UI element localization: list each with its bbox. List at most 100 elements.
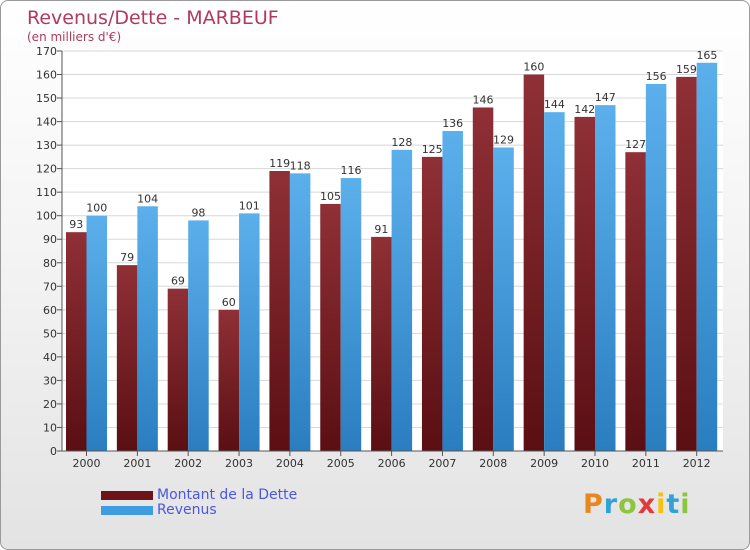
bar-dette-2000 (66, 232, 87, 451)
y-tick-label: 60 (43, 304, 57, 317)
y-tick-label: 50 (43, 327, 57, 340)
legend-swatch-dette (101, 490, 153, 500)
bar-dette-2005 (320, 203, 341, 451)
y-tick-label: 120 (36, 163, 57, 176)
x-tick-label: 2007 (428, 457, 456, 470)
bar-revenus-2010 (595, 105, 616, 451)
y-tick-label: 0 (50, 445, 57, 458)
x-tick-label: 2011 (632, 457, 660, 470)
data-label: 93 (69, 218, 83, 231)
data-label: 104 (137, 192, 158, 205)
bar-revenus-2004 (289, 173, 311, 451)
bar-dette-2012 (676, 76, 697, 451)
y-tick-label: 160 (36, 69, 57, 82)
proxiti-logo: Proxiti (583, 489, 691, 520)
legend-swatch-revenus (101, 505, 153, 515)
y-tick-label: 20 (43, 398, 57, 411)
y-tick-label: 110 (36, 186, 57, 199)
bar-dette-2008 (472, 107, 494, 452)
y-tick-label: 90 (43, 233, 57, 246)
data-label: 165 (696, 49, 717, 62)
data-label: 129 (493, 133, 514, 146)
data-label: 118 (290, 159, 311, 172)
data-label: 127 (625, 138, 646, 151)
data-label: 98 (191, 206, 205, 219)
data-label: 146 (473, 93, 494, 106)
x-tick-label: 2004 (276, 457, 304, 470)
data-label: 69 (171, 275, 185, 288)
y-tick-label: 170 (36, 45, 57, 58)
logo-letter: t (666, 489, 681, 520)
bar-revenus-2003 (239, 213, 260, 451)
logo-letter: P (583, 489, 604, 520)
x-tick-label: 2009 (530, 457, 558, 470)
legend-item-revenus: Revenus (101, 502, 217, 518)
x-tick-label: 2006 (378, 457, 406, 470)
bar-revenus-2009 (544, 112, 565, 452)
bar-dette-2004 (269, 171, 290, 451)
data-label: 105 (320, 190, 341, 203)
bar-dette-2006 (371, 236, 392, 451)
x-tick-label: 2012 (683, 457, 711, 470)
bar-revenus-2011 (645, 83, 667, 452)
x-tick-label: 2001 (123, 457, 151, 470)
chart-title: Revenus/Dette - MARBEUF (27, 7, 279, 29)
data-label: 116 (341, 164, 362, 177)
bar-dette-2003 (218, 309, 240, 451)
y-tick-label: 150 (36, 92, 57, 105)
x-tick-label: 2008 (479, 457, 507, 470)
bar-revenus-2001 (137, 206, 158, 451)
data-label: 60 (222, 296, 236, 309)
data-label: 119 (269, 157, 290, 170)
bar-revenus-2000 (86, 215, 107, 451)
x-tick-label: 2010 (581, 457, 609, 470)
bar-revenus-2008 (493, 147, 514, 451)
data-label: 125 (422, 143, 443, 156)
bar-revenus-2007 (442, 131, 463, 451)
bar-dette-2011 (625, 152, 646, 452)
data-label: 128 (391, 136, 412, 149)
bar-revenus-2005 (340, 178, 362, 451)
bar-revenus-2012 (696, 62, 718, 451)
bar-dette-2010 (574, 116, 595, 451)
y-tick-label: 70 (43, 280, 57, 293)
data-label: 101 (239, 199, 260, 212)
logo-letter: o (618, 489, 638, 520)
legend-item-dette: Montant de la Dette (101, 487, 297, 503)
logo-letter: i (680, 489, 691, 520)
legend-label-dette: Montant de la Dette (157, 487, 298, 503)
bar-dette-2001 (116, 265, 138, 451)
data-label: 91 (374, 223, 388, 236)
data-label: 142 (574, 103, 595, 116)
y-tick-label: 40 (43, 351, 57, 364)
bar-dette-2009 (523, 74, 545, 451)
logo-letter: i (656, 489, 667, 520)
data-label: 79 (120, 251, 134, 264)
data-label: 160 (523, 61, 544, 74)
legend-label-revenus: Revenus (157, 502, 217, 518)
y-tick-label: 80 (43, 257, 57, 270)
y-tick-label: 140 (36, 116, 57, 129)
data-label: 144 (544, 98, 565, 111)
x-tick-label: 2005 (327, 457, 355, 470)
bar-revenus-2002 (188, 220, 209, 451)
bar-dette-2007 (421, 156, 443, 451)
x-tick-label: 2002 (174, 457, 202, 470)
bar-dette-2002 (167, 288, 189, 451)
x-tick-label: 2003 (225, 457, 253, 470)
data-label: 159 (676, 63, 697, 76)
x-tick-label: 2000 (73, 457, 101, 470)
chart-subtitle: (en milliers d'€) (27, 30, 122, 44)
logo-letter: r (603, 489, 619, 520)
y-tick-label: 130 (36, 139, 57, 152)
data-label: 100 (86, 202, 107, 215)
logo-letter: x (637, 489, 657, 520)
y-tick-label: 100 (36, 210, 57, 223)
bar-revenus-2006 (391, 149, 413, 451)
y-tick-label: 10 (43, 421, 57, 434)
data-label: 156 (646, 70, 667, 83)
y-tick-label: 30 (43, 374, 57, 387)
data-label: 147 (595, 91, 616, 104)
